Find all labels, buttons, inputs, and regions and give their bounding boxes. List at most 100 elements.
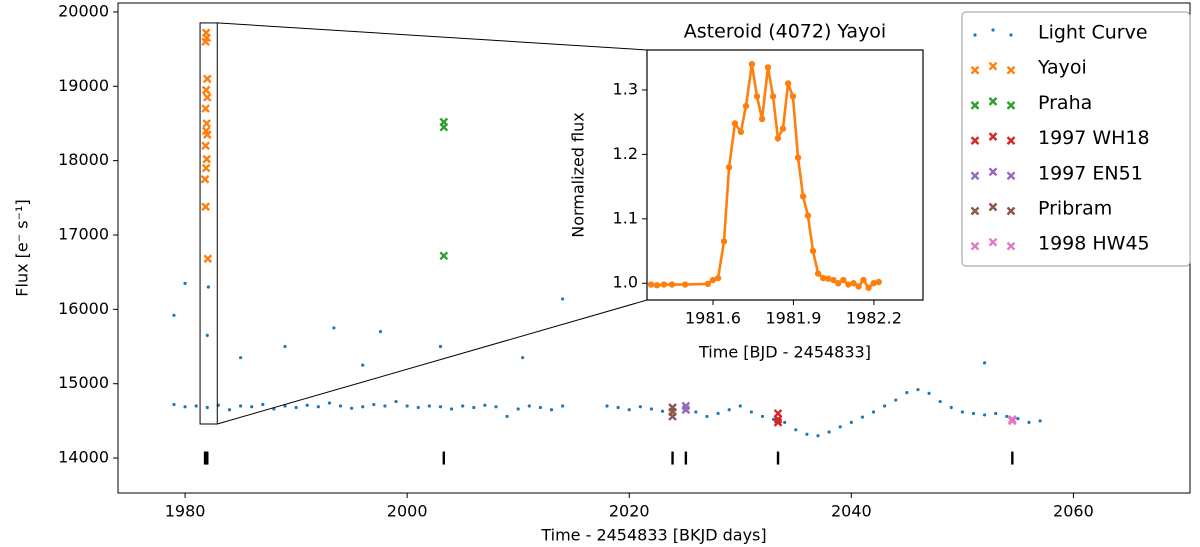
light-curve-point — [850, 280, 857, 287]
y-tick-label: 15000 — [58, 373, 109, 392]
event-tick — [1011, 451, 1014, 465]
legend-marker — [1009, 33, 1013, 37]
light-curve-point — [647, 281, 655, 288]
light-curve-point — [327, 401, 332, 405]
light-curve-point — [827, 430, 831, 434]
light-curve-point — [982, 361, 987, 365]
x-tick-label: 1982.2 — [846, 309, 902, 328]
asteroid-point — [1007, 416, 1017, 426]
light-curve-point — [227, 408, 232, 412]
light-curve-point — [845, 281, 852, 288]
light-curve-point — [742, 102, 750, 110]
y-tick-label: 1.2 — [613, 144, 638, 163]
legend-marker — [1006, 241, 1016, 251]
light-curve-point — [753, 93, 761, 100]
y-tick-label: 1.0 — [613, 273, 638, 292]
light-curve-point — [1005, 414, 1009, 419]
light-curve-point — [561, 404, 565, 408]
light-curve-point — [549, 408, 554, 412]
light-curve-point — [627, 408, 631, 412]
light-curve-point — [1027, 420, 1031, 424]
legend-label: Praha — [1038, 92, 1092, 114]
light-curve-point — [1016, 417, 1020, 421]
event-tick — [206, 451, 209, 465]
zoom-box — [199, 22, 218, 425]
x-tick-label: 1981.6 — [685, 309, 741, 328]
asteroid-point — [201, 141, 210, 151]
x-tick-label: 1980 — [165, 502, 206, 521]
light-curve-point — [668, 281, 676, 288]
light-curve-point — [261, 402, 265, 407]
light-curve-point — [205, 405, 209, 410]
light-curve-point — [883, 404, 887, 408]
legend-marker — [970, 136, 980, 145]
axes-frame — [646, 49, 924, 301]
x-tick-label: 2060 — [1053, 502, 1094, 521]
legend-label: Pribram — [1038, 198, 1112, 220]
y-tick-label: 17000 — [58, 224, 109, 243]
light-curve-point — [814, 270, 822, 277]
asteroid-point — [201, 85, 211, 95]
light-curve-point — [783, 420, 787, 424]
light-curve-point — [737, 128, 745, 136]
zoom-connector — [217, 22, 648, 51]
light-curve-point — [206, 285, 210, 289]
light-curve-point — [805, 432, 809, 436]
x-axis-label: Time [BJD - 2454833] — [698, 343, 871, 362]
legend-marker — [1006, 171, 1016, 181]
legend-marker — [988, 132, 998, 141]
y-tick-label: 14000 — [58, 448, 109, 467]
light-curve-point — [283, 344, 287, 349]
light-curve-point — [405, 404, 409, 408]
legend-marker — [988, 167, 998, 177]
light-curve-point — [183, 405, 187, 409]
light-curve-point — [816, 434, 820, 438]
legend-marker — [1006, 101, 1016, 110]
event-tick — [671, 451, 674, 465]
light-curve-point — [694, 410, 698, 414]
light-curve-point — [865, 284, 872, 291]
light-curve-point — [505, 414, 509, 419]
legend-label: Light Curve — [1038, 22, 1148, 44]
light-curve-point — [825, 275, 832, 282]
light-curve-point — [794, 428, 798, 432]
light-curve-point — [938, 399, 942, 404]
light-curve-point — [361, 363, 365, 367]
legend-marker — [970, 101, 980, 110]
light-curve-point — [716, 411, 720, 416]
light-curve-point — [769, 93, 777, 100]
event-tick — [684, 451, 688, 465]
light-curve-point — [860, 276, 867, 284]
light-curve-point — [855, 283, 862, 290]
light-curve-point — [427, 404, 431, 408]
legend-marker — [1006, 206, 1016, 216]
light-curve-point — [731, 120, 739, 127]
y-tick-label: 1.3 — [613, 79, 638, 98]
legend-label: 1997 EN51 — [1038, 162, 1143, 184]
light-curve-point — [461, 404, 465, 408]
light-curve-point — [416, 405, 420, 410]
legend-marker — [1006, 65, 1016, 75]
light-curve-point — [738, 404, 742, 408]
asteroid-point — [202, 93, 212, 102]
light-curve-point — [653, 281, 661, 289]
legend-marker — [970, 206, 980, 216]
legend-label: Yayoi — [1037, 57, 1087, 79]
y-tick-label: 20000 — [58, 1, 109, 20]
light-curve-point — [472, 405, 476, 410]
light-curve-point — [372, 402, 376, 407]
legend-marker — [988, 237, 998, 247]
light-curve-point — [538, 405, 543, 410]
legend-marker — [970, 171, 980, 181]
asteroid-point — [201, 202, 210, 212]
x-tick-label: 2020 — [609, 502, 650, 521]
light-curve-point — [749, 410, 753, 414]
legend-marker — [988, 97, 998, 106]
y-tick-label: 1.1 — [613, 208, 638, 227]
x-axis-label: Time - 2454833 [BKJD days] — [540, 526, 766, 545]
light-curve-point — [516, 407, 520, 411]
light-curve-point — [361, 405, 365, 409]
light-curve-point — [799, 193, 807, 200]
light-curve-point — [764, 64, 772, 71]
inset-title: Asteroid (4072) Yayoi — [684, 21, 886, 43]
